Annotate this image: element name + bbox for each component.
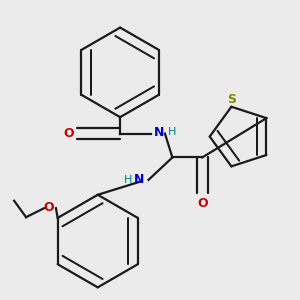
Text: S: S	[227, 93, 236, 106]
Text: N: N	[134, 173, 145, 186]
Text: O: O	[63, 127, 74, 140]
Text: H: H	[123, 175, 132, 185]
Text: H: H	[168, 127, 176, 137]
Text: N: N	[154, 126, 164, 139]
Text: O: O	[197, 197, 208, 210]
Text: O: O	[43, 201, 54, 214]
